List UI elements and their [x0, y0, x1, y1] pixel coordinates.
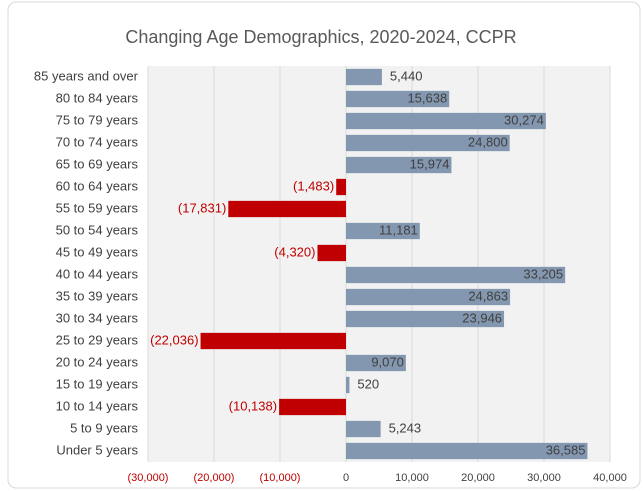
data-label: 520 [357, 376, 379, 391]
bar [346, 90, 450, 108]
bar [346, 134, 510, 152]
bar [317, 244, 346, 262]
data-label: 15,974 [410, 156, 450, 171]
data-label: 33,205 [523, 266, 563, 281]
y-tick-label: 45 to 49 years [56, 244, 139, 259]
x-tick-label: (30,000) [128, 472, 169, 484]
y-tick-label: 75 to 79 years [56, 112, 139, 127]
bar [279, 398, 346, 416]
x-tick-label: (20,000) [194, 472, 235, 484]
data-label: (10,138) [229, 398, 277, 413]
x-tick-label: 30,000 [527, 472, 561, 484]
y-tick-label: 60 to 64 years [56, 178, 139, 193]
y-tick-label: 10 to 14 years [56, 398, 139, 413]
bar [346, 222, 420, 240]
y-tick-label: 15 to 19 years [56, 376, 139, 391]
y-tick-label: 25 to 29 years [56, 332, 139, 347]
data-label: 30,274 [504, 112, 544, 127]
data-label: (22,036) [150, 332, 198, 347]
data-label: 23,946 [462, 310, 502, 325]
data-label: 5,243 [389, 420, 422, 435]
bar [346, 156, 452, 174]
y-tick-label: 65 to 69 years [56, 156, 139, 171]
y-tick-label: 35 to 39 years [56, 288, 139, 303]
y-tick-label: 70 to 74 years [56, 134, 139, 149]
data-label: 36,585 [546, 442, 586, 457]
data-label: 24,863 [468, 288, 508, 303]
y-tick-label: 40 to 44 years [56, 266, 139, 281]
y-tick-label: 85 years and over [34, 68, 139, 83]
y-tick-label: 80 to 84 years [56, 90, 139, 105]
bar [346, 442, 588, 460]
x-tick-label: 0 [343, 472, 349, 484]
bar [228, 200, 346, 218]
bar [346, 288, 511, 306]
bar [336, 178, 346, 196]
data-label: (1,483) [293, 178, 334, 193]
bar [346, 376, 350, 394]
y-tick-label: 55 to 59 years [56, 200, 139, 215]
bar [346, 112, 546, 130]
data-label: (4,320) [274, 244, 315, 259]
y-tick-label: Under 5 years [56, 442, 138, 457]
x-tick-label: (10,000) [260, 472, 301, 484]
y-tick-label: 30 to 34 years [56, 310, 139, 325]
plot-area [148, 66, 610, 462]
y-tick-label: 50 to 54 years [56, 222, 139, 237]
bar [346, 266, 566, 284]
y-tick-label: 20 to 24 years [56, 354, 139, 369]
bar [346, 310, 505, 328]
data-label: 9,070 [371, 354, 404, 369]
x-tick-label: 40,000 [593, 472, 627, 484]
data-label: (17,831) [178, 200, 226, 215]
bar [200, 332, 346, 350]
x-tick-label: 10,000 [395, 472, 429, 484]
chart-title: Changing Age Demographics, 2020-2024, CC… [125, 27, 516, 47]
bar [346, 420, 381, 438]
data-label: 24,800 [468, 134, 508, 149]
bar [346, 354, 406, 372]
data-label: 5,440 [390, 68, 423, 83]
bar [346, 68, 382, 86]
data-label: 15,638 [407, 90, 447, 105]
data-label: 11,181 [379, 222, 418, 237]
x-tick-label: 20,000 [461, 472, 495, 484]
y-tick-label: 5 to 9 years [70, 420, 138, 435]
